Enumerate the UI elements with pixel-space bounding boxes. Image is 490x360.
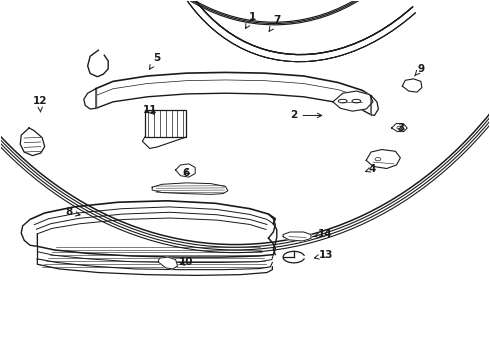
Text: 3: 3 [398, 123, 405, 133]
Polygon shape [392, 123, 407, 132]
Text: 9: 9 [415, 64, 424, 76]
Polygon shape [152, 183, 228, 194]
Polygon shape [283, 232, 311, 241]
Ellipse shape [397, 126, 402, 129]
Ellipse shape [338, 99, 347, 103]
Polygon shape [175, 164, 195, 177]
Text: 12: 12 [32, 96, 47, 112]
Ellipse shape [375, 158, 381, 161]
Polygon shape [371, 96, 378, 116]
Bar [145, 110, 186, 137]
Polygon shape [88, 50, 108, 77]
Polygon shape [333, 91, 373, 111]
Text: 6: 6 [183, 168, 190, 178]
Text: 11: 11 [143, 105, 157, 115]
Text: 5: 5 [149, 53, 161, 69]
Text: 13: 13 [315, 250, 333, 260]
Polygon shape [158, 257, 177, 269]
Polygon shape [402, 79, 422, 92]
Text: 14: 14 [315, 229, 333, 239]
Text: 10: 10 [179, 257, 194, 267]
Text: 7: 7 [269, 15, 280, 31]
Polygon shape [366, 149, 400, 168]
Polygon shape [21, 220, 37, 246]
Polygon shape [20, 128, 45, 156]
Text: 8: 8 [66, 207, 80, 217]
Text: 1: 1 [245, 12, 256, 28]
Polygon shape [84, 89, 96, 109]
Ellipse shape [352, 99, 361, 103]
Text: 2: 2 [290, 111, 322, 121]
Text: 4: 4 [366, 164, 376, 174]
